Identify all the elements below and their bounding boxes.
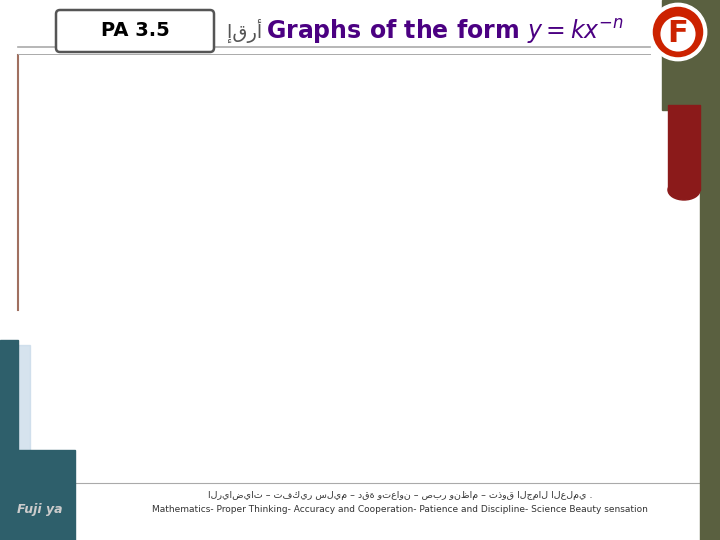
Text: PA 3.5: PA 3.5 — [101, 22, 169, 40]
Bar — [0, 340, 18, 455]
Text: Mathematics- Proper Thinking- Accuracy and Cooperation- Patience and Discipline-: Mathematics- Proper Thinking- Accuracy a… — [152, 505, 648, 515]
Bar — [668, 105, 700, 190]
Bar — [700, 110, 720, 540]
Text: Fuji ya: Fuji ya — [17, 503, 63, 516]
FancyBboxPatch shape — [56, 10, 214, 52]
Ellipse shape — [668, 180, 700, 200]
Circle shape — [650, 4, 706, 60]
Text: Graphs of the form $y = kx^{-n}$: Graphs of the form $y = kx^{-n}$ — [266, 17, 624, 45]
Bar — [0, 450, 75, 540]
Text: الرياضيات – تفكير سليم – دقة وتعاون – صبر ونظام – تذوق الجمال العلمي .: الرياضيات – تفكير سليم – دقة وتعاون – صب… — [208, 491, 593, 501]
Text: F: F — [667, 19, 688, 49]
Bar — [662, 0, 720, 110]
Circle shape — [651, 5, 705, 59]
Bar — [0, 345, 30, 455]
Text: إقرأ: إقرأ — [228, 19, 263, 43]
